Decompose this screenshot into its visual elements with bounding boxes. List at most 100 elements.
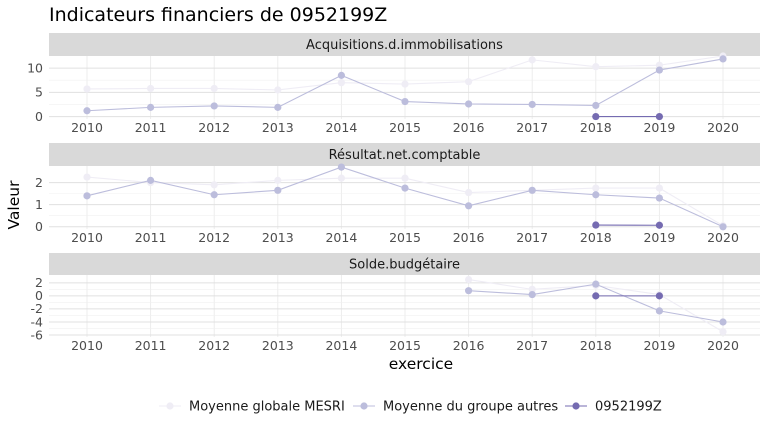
- x-tick-label: 2012: [198, 120, 230, 135]
- y-tick-label: 2: [35, 175, 43, 190]
- data-point: [337, 71, 345, 79]
- chart-title: Indicateurs financiers de 0952199Z: [49, 4, 387, 26]
- legend-item: Moyenne globale MESRI: [159, 400, 345, 415]
- data-point: [465, 100, 473, 108]
- legend-key-point: [166, 402, 174, 410]
- data-point: [83, 107, 91, 115]
- panel-1: Acquisitions.d.immobilisations 0 5 10 2010 20…: [27, 33, 760, 135]
- x-tick-label: 2013: [262, 120, 294, 135]
- x-tick-label: 2019: [643, 120, 675, 135]
- data-point: [528, 56, 536, 64]
- x-tick-label: 2016: [453, 120, 485, 135]
- x-tick-label: 2016: [453, 230, 485, 245]
- data-point: [401, 184, 409, 192]
- data-point: [274, 86, 282, 94]
- data-point: [655, 194, 664, 202]
- data-point: [592, 292, 600, 300]
- y-tick-label: 0: [35, 109, 43, 124]
- strip-label: Acquisitions.d.immobilisations: [306, 38, 503, 53]
- y-tick-label: 10: [27, 60, 43, 75]
- data-point: [337, 163, 345, 171]
- strip-label: Solde.budgétaire: [349, 258, 460, 273]
- data-point: [401, 97, 409, 106]
- panel-3: Solde.budgétaire -6-4-202 2010 2011 2012 2013…: [31, 253, 760, 353]
- y-tick-label: 2: [35, 275, 43, 290]
- data-point: [147, 84, 155, 93]
- x-tick-label: 2013: [262, 338, 294, 353]
- data-point: [592, 63, 600, 71]
- data-point: [465, 78, 473, 86]
- data-point: [719, 328, 727, 336]
- data-point: [528, 285, 536, 293]
- x-tick-label: 2012: [198, 230, 230, 245]
- data-point: [655, 292, 664, 300]
- strip-label: Résultat.net.comptable: [329, 148, 481, 163]
- legend-label: 0952199Z: [595, 400, 662, 415]
- x-tick-label: 2018: [580, 120, 612, 135]
- data-point: [592, 221, 600, 229]
- x-tick-label: 2015: [389, 120, 421, 135]
- x-tick-label: 2020: [707, 338, 739, 353]
- data-point: [719, 318, 727, 326]
- x-tick-label: 2011: [135, 230, 167, 245]
- data-point: [147, 103, 155, 111]
- x-tick-label: 2014: [325, 230, 357, 245]
- data-point: [465, 202, 473, 210]
- strip-background: [49, 253, 760, 275]
- x-tick-label: 2012: [198, 338, 230, 353]
- data-point: [210, 102, 218, 110]
- data-point: [401, 80, 409, 88]
- x-tick-label: 2011: [135, 120, 167, 135]
- data-point: [528, 186, 536, 194]
- legend-label: Moyenne globale MESRI: [189, 400, 345, 415]
- x-tick-label: 2017: [516, 120, 548, 135]
- x-tick-label: 2016: [453, 338, 485, 353]
- x-tick-label: 2019: [643, 230, 675, 245]
- data-point: [465, 275, 473, 284]
- data-point: [210, 181, 218, 189]
- y-tick-label: -6: [31, 327, 44, 342]
- data-point: [337, 79, 345, 87]
- y-tick-label: -2: [31, 301, 43, 316]
- data-point: [210, 191, 218, 199]
- data-point: [147, 176, 155, 184]
- data-point: [719, 223, 727, 231]
- x-tick-label: 2010: [71, 338, 103, 353]
- strip-background: [49, 33, 760, 56]
- data-point: [528, 290, 536, 299]
- data-point: [719, 55, 727, 63]
- x-tick-label: 2019: [643, 338, 675, 353]
- x-tick-label: 2020: [707, 230, 739, 245]
- data-point: [83, 173, 91, 181]
- x-tick-label: 2018: [580, 338, 612, 353]
- legend: Moyenne globale MESRI Moyenne du groupe a…: [159, 400, 662, 415]
- data-point: [401, 174, 409, 182]
- data-point: [592, 101, 600, 110]
- x-tick-label: 2015: [389, 338, 421, 353]
- legend-item: 0952199Z: [565, 400, 662, 415]
- data-point: [655, 66, 664, 74]
- data-point: [274, 103, 282, 111]
- x-tick-label: 2017: [516, 338, 548, 353]
- x-tick-label: 2014: [325, 120, 357, 135]
- data-point: [592, 191, 600, 199]
- data-point: [655, 221, 664, 229]
- data-point: [655, 307, 664, 315]
- legend-key-point: [572, 402, 580, 410]
- y-tick-label: 1: [35, 197, 43, 212]
- x-tick-label: 2018: [580, 230, 612, 245]
- legend-key-point: [360, 402, 368, 410]
- data-point: [592, 184, 600, 192]
- data-point: [528, 100, 536, 109]
- x-axis-title: exercice: [389, 355, 453, 373]
- facet-panels: Acquisitions.d.immobilisations 0 5 10 2010 20…: [27, 33, 760, 353]
- data-point: [274, 176, 282, 184]
- data-point: [274, 186, 282, 194]
- panel-2: Résultat.net.comptable 0 1 2 2010 2011 2012 201…: [35, 143, 760, 245]
- data-point: [465, 188, 473, 197]
- data-point: [83, 85, 91, 93]
- data-point: [592, 112, 600, 121]
- x-tick-label: 2017: [516, 230, 548, 245]
- y-tick-label: 5: [35, 85, 43, 100]
